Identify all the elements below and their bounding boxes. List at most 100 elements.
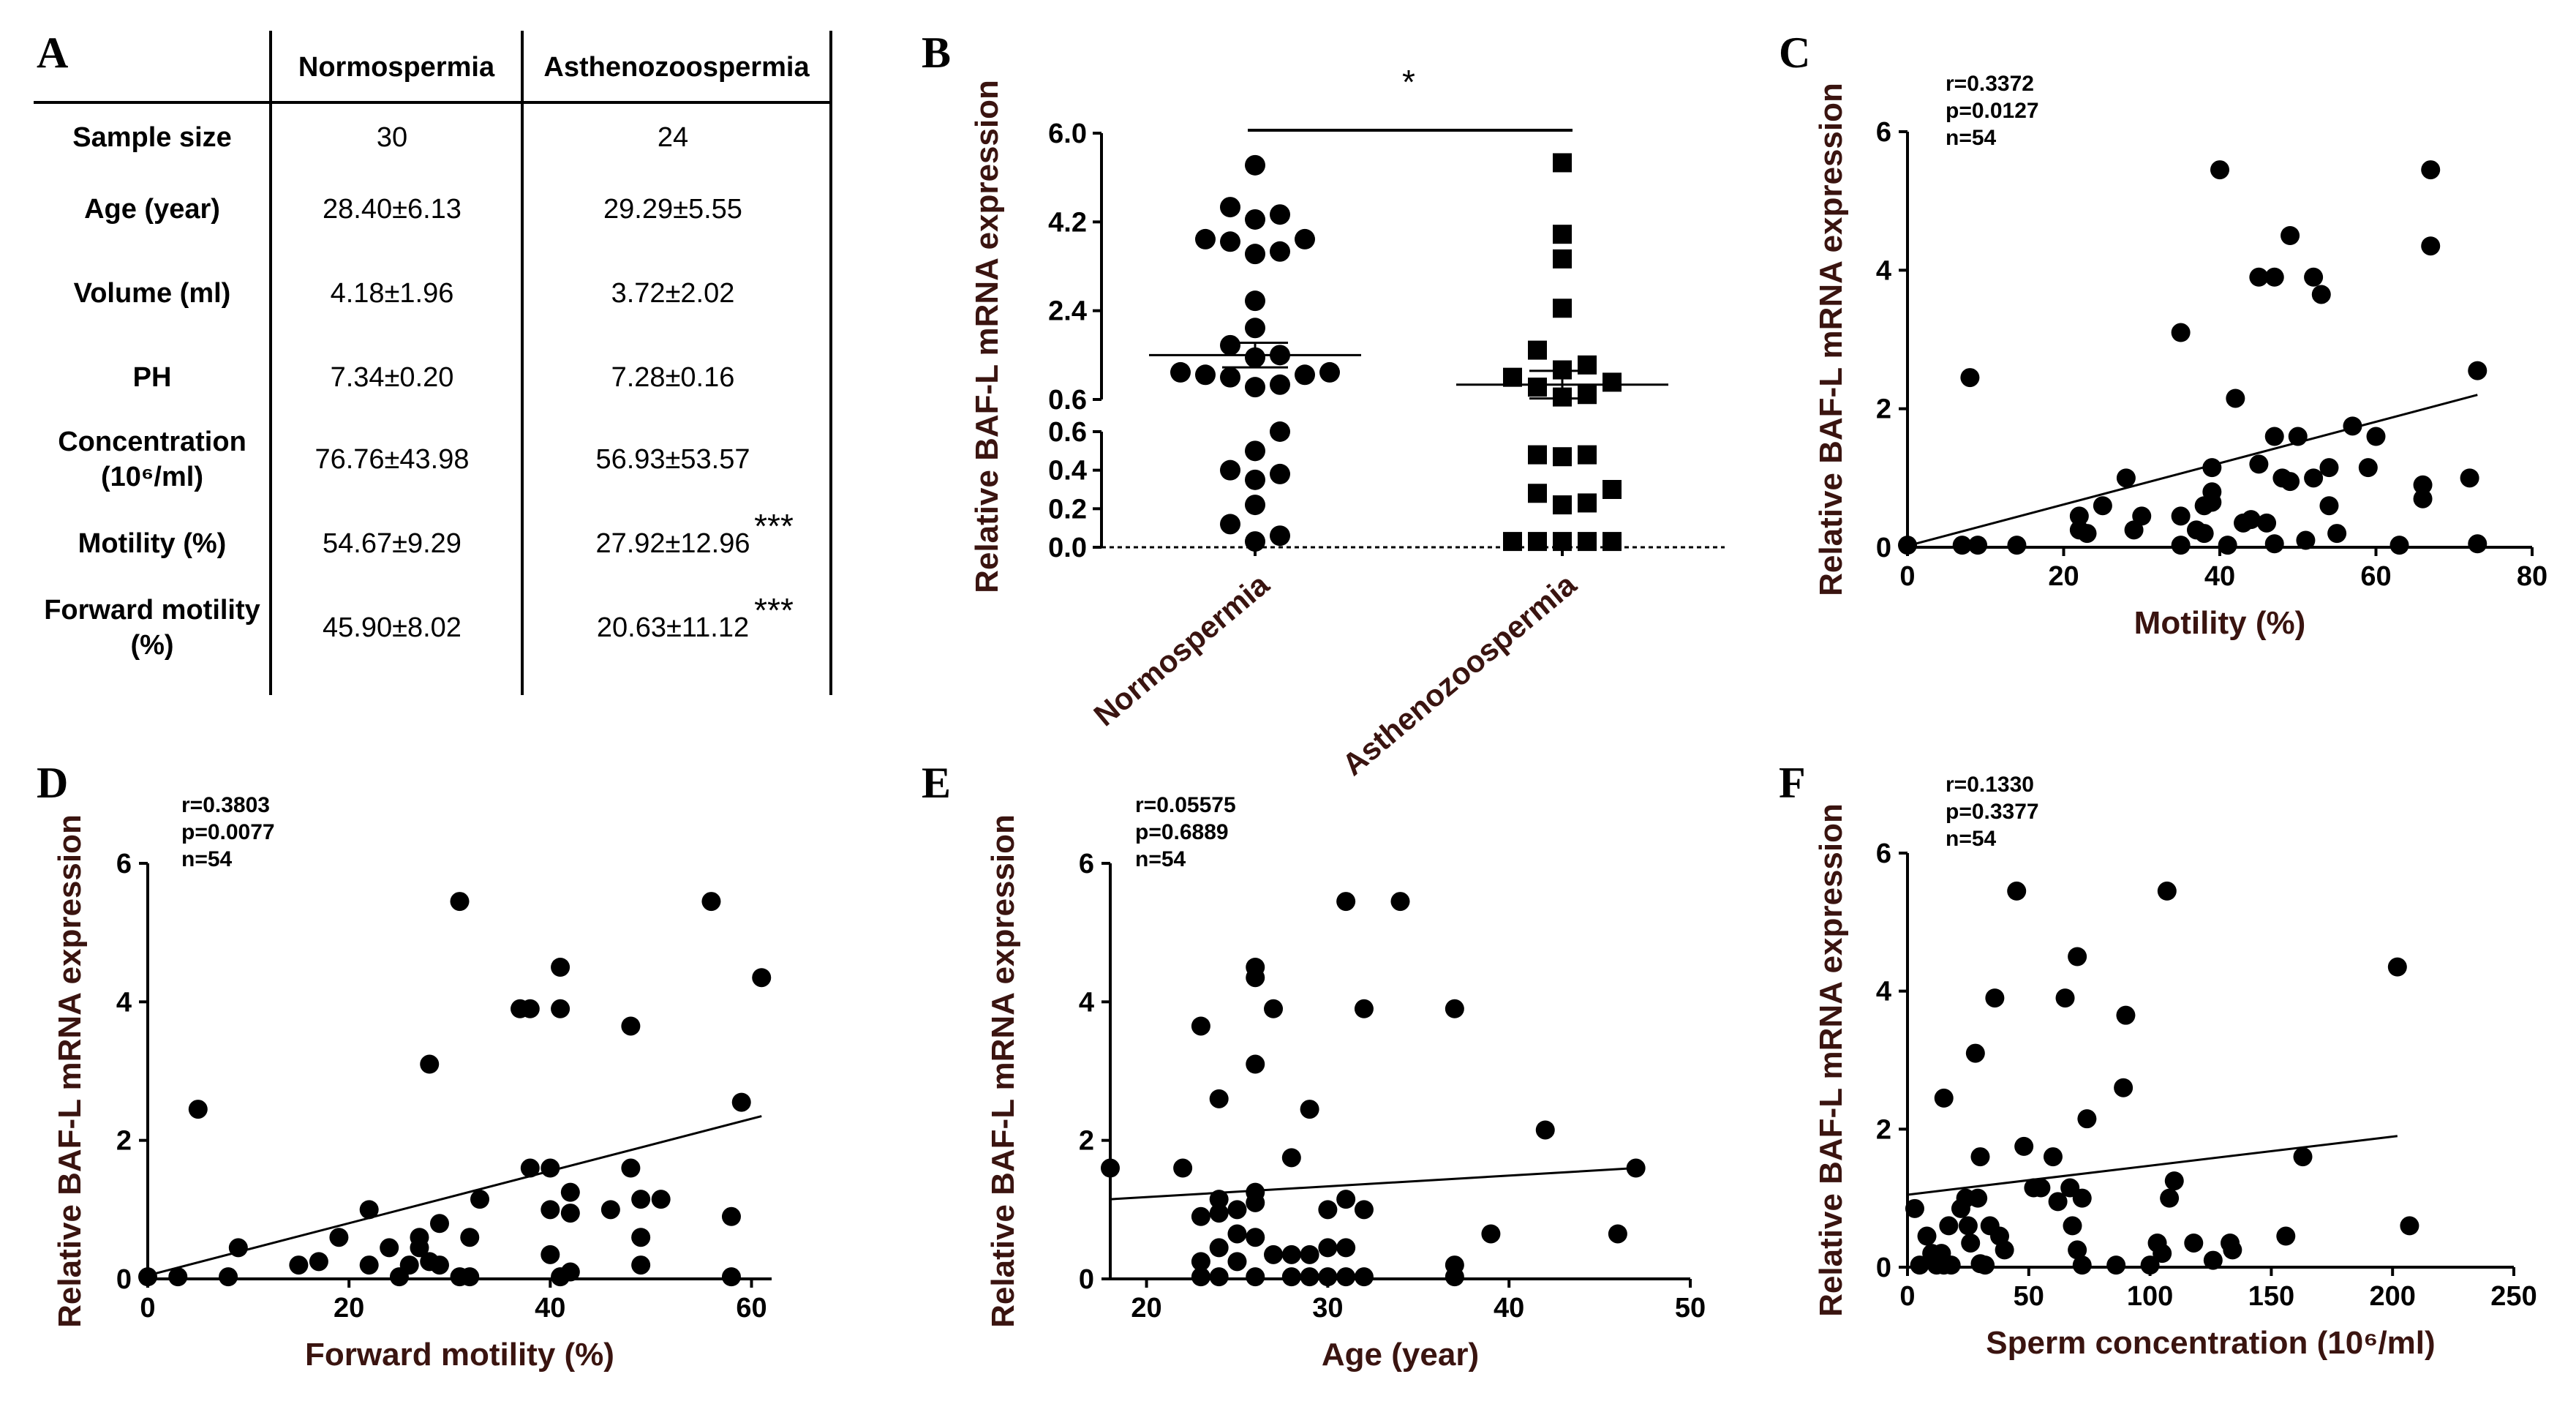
- data-point: [1976, 1255, 1995, 1275]
- x-axis-title: Motility (%): [2134, 605, 2306, 641]
- data-point: [560, 1182, 580, 1202]
- data-point: [1209, 1267, 1229, 1287]
- data-point: [1941, 1255, 1961, 1275]
- data-point: [1985, 988, 2005, 1008]
- y-tick-label: 0: [116, 1264, 132, 1295]
- x-tick-label: 20: [2048, 561, 2079, 592]
- data-point: [2007, 536, 2027, 555]
- correlation-stat: n=54: [1946, 126, 1997, 150]
- table-row-label-unit: (%): [130, 630, 173, 661]
- data-point: [1961, 1233, 1981, 1253]
- data-point: [1318, 1267, 1338, 1287]
- data-point: [560, 1204, 580, 1223]
- table-cell-asthenozoospermia: 24: [658, 122, 688, 153]
- correlation-stat: r=0.1330: [1946, 773, 2034, 797]
- data-point: [1318, 1200, 1338, 1220]
- data-point: [541, 1200, 560, 1220]
- data-point: [1245, 469, 1265, 490]
- data-point: [1603, 372, 1622, 392]
- data-point: [410, 1238, 429, 1258]
- data-point: [1281, 1267, 1301, 1287]
- correlation-stat: n=54: [1946, 827, 1997, 851]
- regression-line: [1110, 1167, 1636, 1201]
- x-tick-label: 80: [2517, 561, 2547, 592]
- data-point: [1195, 228, 1216, 249]
- y-tick-label: 4: [1079, 987, 1094, 1018]
- data-point: [2389, 536, 2409, 555]
- data-point: [1934, 1088, 1954, 1108]
- data-point: [1553, 495, 1572, 515]
- table-cell-normospermia: 7.34±0.20: [331, 362, 454, 393]
- data-point: [2116, 468, 2136, 488]
- data-point: [2068, 1240, 2087, 1260]
- table-cell-asthenozoospermia: 27.92±12.96: [595, 528, 750, 559]
- y-axis-title: Relative BAF-L mRNA expression: [52, 814, 88, 1328]
- x-tick-label: 0: [1899, 561, 1915, 592]
- data-point: [2358, 458, 2378, 478]
- data-point: [2007, 881, 2027, 901]
- correlation-stat: p=0.0127: [1946, 99, 2039, 123]
- data-point: [2468, 534, 2488, 554]
- data-point: [1220, 367, 1240, 388]
- data-point: [631, 1255, 651, 1275]
- y-tick-label: 4: [1876, 977, 1891, 1007]
- data-point: [1264, 1245, 1284, 1264]
- data-point: [1245, 244, 1265, 265]
- significance-marker: *: [1402, 63, 1415, 101]
- panel-label-d: D: [37, 759, 68, 807]
- y-axis-title: Relative BAF-L mRNA expression: [969, 80, 1005, 593]
- regression-line: [1907, 394, 2478, 547]
- data-point: [2281, 226, 2300, 245]
- data-point: [1270, 204, 1290, 225]
- data-point: [2202, 458, 2222, 478]
- table-cell-asthenozoospermia: 56.93±53.57: [595, 444, 750, 475]
- data-point: [1608, 1224, 1627, 1244]
- y-tick-label: 0: [1876, 533, 1891, 563]
- data-point: [1905, 1198, 1924, 1218]
- data-point: [2249, 267, 2269, 287]
- data-point: [1354, 999, 1374, 1018]
- x-tick-label: 40: [2204, 561, 2235, 592]
- y-axis-title: Relative BAF-L mRNA expression: [1813, 83, 1849, 596]
- panel-label-a: A: [37, 29, 68, 77]
- data-point: [1300, 1100, 1319, 1119]
- data-point: [1191, 1206, 1210, 1226]
- data-point: [2055, 988, 2075, 1008]
- data-point: [420, 1054, 440, 1074]
- data-point: [2400, 1216, 2419, 1236]
- correlation-stat: r=0.05575: [1135, 793, 1236, 817]
- data-point: [2296, 530, 2316, 550]
- data-point: [1246, 968, 1265, 988]
- data-point: [1227, 1224, 1247, 1244]
- data-point: [1246, 1054, 1265, 1074]
- correlation-stat: p=0.3377: [1946, 800, 2039, 824]
- table-row-label: Forward motility: [44, 595, 260, 626]
- data-point: [2171, 536, 2191, 555]
- data-point: [1910, 1255, 1929, 1275]
- data-point: [1264, 999, 1284, 1018]
- data-point: [1968, 536, 1988, 555]
- data-point: [2171, 323, 2191, 342]
- data-point: [1528, 378, 1547, 397]
- panel-b: B 0.0 0.2 0.4 0.60.6 2.4 4.2 6.0 Relative BAF-L…: [922, 29, 1725, 782]
- y-tick-label: 6: [1079, 849, 1094, 879]
- table-cell-normospermia: 54.67±9.29: [323, 528, 462, 559]
- table-row-label: Sample size: [72, 122, 232, 153]
- data-point: [1481, 1224, 1501, 1244]
- data-point: [2171, 506, 2191, 526]
- x-tick-label: 100: [2127, 1281, 2173, 1312]
- data-point: [2116, 1005, 2136, 1025]
- data-point: [2311, 285, 2331, 304]
- data-point: [2327, 524, 2347, 544]
- panel-a: A Normospermia Asthenozoospermia Sample …: [34, 29, 832, 695]
- x-tick-label: 150: [2248, 1281, 2294, 1312]
- data-point: [1270, 374, 1290, 395]
- x-tick-label: 0: [1899, 1281, 1915, 1312]
- data-point: [429, 1214, 449, 1234]
- data-point: [2164, 1171, 2184, 1191]
- data-point: [1503, 532, 1522, 552]
- data-point: [1553, 447, 1572, 467]
- data-point: [1209, 1089, 1229, 1108]
- data-point: [1626, 1158, 1646, 1178]
- data-point: [1390, 892, 1410, 912]
